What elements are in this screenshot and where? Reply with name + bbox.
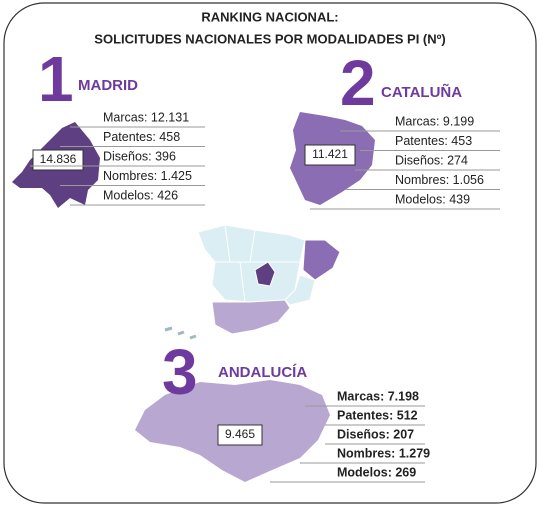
rank-number: 3 bbox=[162, 336, 198, 408]
modality-item: Patentes: 458 bbox=[103, 130, 180, 144]
spain-map bbox=[164, 224, 341, 340]
modality-item: Nombres: 1.056 bbox=[395, 173, 484, 187]
region-total: 11.421 bbox=[312, 147, 348, 161]
total-box bbox=[304, 144, 356, 166]
modality-item: Diseños: 274 bbox=[395, 153, 468, 167]
title-line: SOLICITUDES NACIONALES POR MODALIDADES P… bbox=[94, 31, 445, 46]
region-name: ANDALUCÍA bbox=[218, 364, 307, 381]
total-box bbox=[32, 149, 84, 171]
region-total: 14.836 bbox=[40, 152, 77, 166]
modality-item: Marcas: 12.131 bbox=[103, 110, 189, 124]
modality-item: Patentes: 512 bbox=[337, 408, 418, 422]
modality-item: Marcas: 7.198 bbox=[337, 389, 419, 403]
modality-item: Nombres: 1.425 bbox=[103, 169, 192, 183]
modality-item: Diseños: 396 bbox=[103, 149, 176, 163]
modality-item: Modelos: 439 bbox=[395, 192, 470, 206]
modality-item: Modelos: 426 bbox=[103, 188, 178, 202]
region-total: 9.465 bbox=[225, 427, 255, 441]
modality-item: Diseños: 207 bbox=[337, 427, 414, 441]
modality-item: Modelos: 269 bbox=[337, 465, 416, 479]
modality-item: Nombres: 1.279 bbox=[337, 446, 430, 460]
total-box bbox=[217, 424, 263, 446]
modality-item: Patentes: 453 bbox=[395, 134, 472, 148]
region-name: MADRID bbox=[78, 77, 138, 94]
rank-number: 2 bbox=[340, 47, 376, 119]
modality-item: Marcas: 9.199 bbox=[395, 114, 474, 128]
rank-number: 1 bbox=[38, 43, 74, 115]
title-line: RANKING NACIONAL: bbox=[201, 9, 338, 24]
region-name: CATALUÑA bbox=[381, 83, 462, 101]
